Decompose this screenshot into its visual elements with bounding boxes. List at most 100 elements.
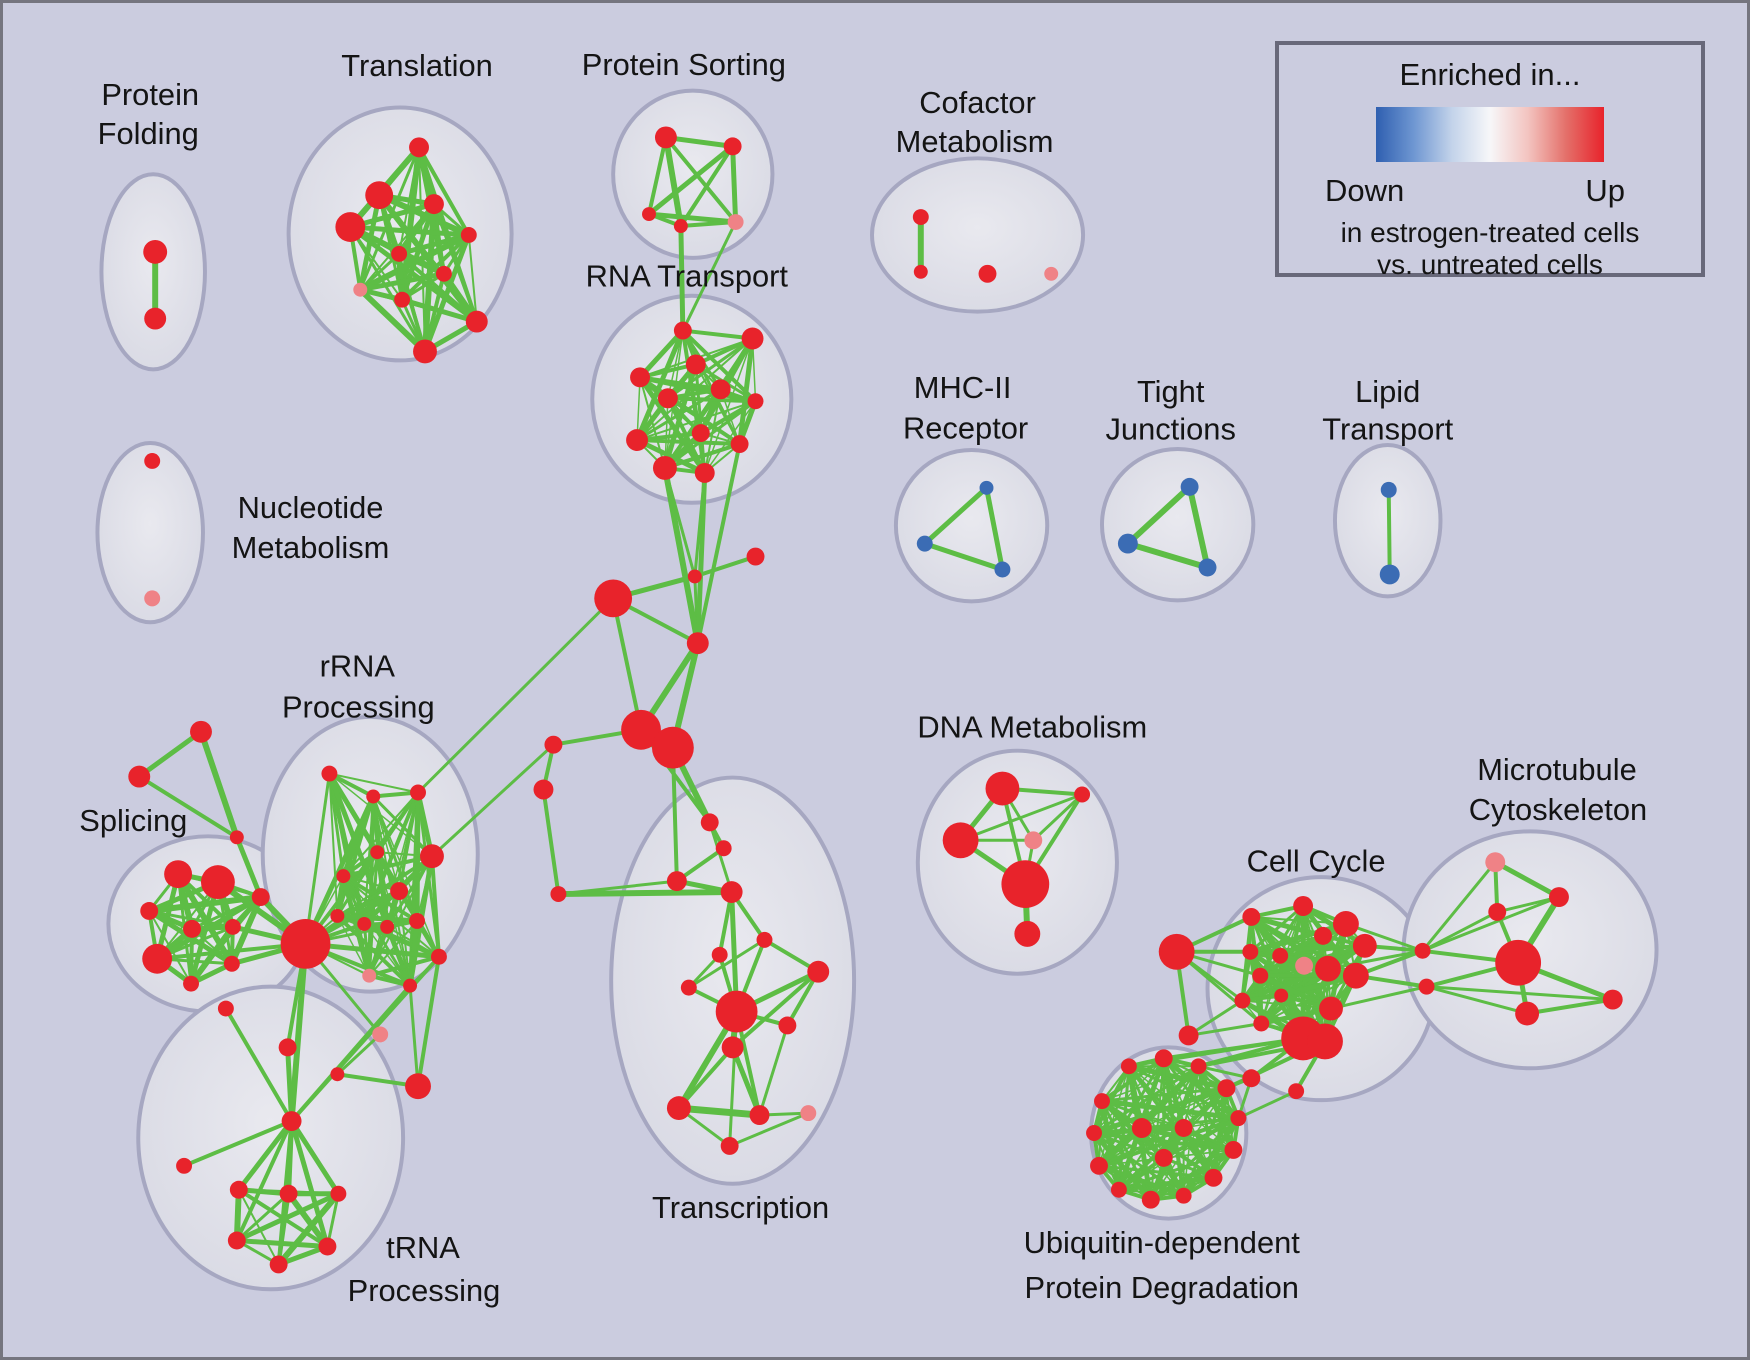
node-K16[interactable]: [1319, 996, 1343, 1021]
node-V4[interactable]: [1495, 939, 1542, 986]
node-S1[interactable]: [654, 126, 677, 149]
node-Q7[interactable]: [390, 882, 409, 901]
node-P1[interactable]: [164, 860, 193, 889]
node-TR4[interactable]: [720, 881, 743, 904]
node-D2[interactable]: [1074, 786, 1091, 803]
node-TR15[interactable]: [720, 1136, 739, 1155]
node-W14[interactable]: [1131, 1118, 1152, 1138]
node-P9[interactable]: [223, 955, 240, 972]
node-T3[interactable]: [423, 194, 444, 215]
node-P6[interactable]: [251, 888, 270, 906]
node-W11[interactable]: [1090, 1156, 1108, 1175]
node-M3[interactable]: [994, 561, 1011, 578]
node-K18[interactable]: [1307, 1023, 1343, 1060]
node-Q10[interactable]: [380, 919, 395, 934]
node-K1[interactable]: [1158, 933, 1195, 970]
node-B2[interactable]: [1418, 978, 1435, 995]
node-Q4[interactable]: [370, 845, 385, 860]
node-D3[interactable]: [942, 822, 979, 859]
node-R1[interactable]: [741, 327, 764, 350]
node-C1[interactable]: [912, 209, 929, 226]
node-V6[interactable]: [1515, 1001, 1540, 1026]
node-D1[interactable]: [985, 771, 1020, 806]
node-K3[interactable]: [1242, 907, 1261, 926]
node-H1[interactable]: [280, 918, 331, 969]
node-T2[interactable]: [365, 181, 394, 210]
node-TR13[interactable]: [749, 1105, 770, 1126]
node-K11[interactable]: [1315, 955, 1341, 982]
node-TR9[interactable]: [715, 990, 758, 1033]
node-C2[interactable]: [913, 264, 928, 279]
node-J2[interactable]: [1117, 533, 1138, 554]
node-TR2[interactable]: [715, 840, 732, 857]
node-W9[interactable]: [1141, 1190, 1160, 1209]
node-T5[interactable]: [460, 227, 477, 243]
node-R8[interactable]: [626, 429, 649, 452]
node-U8[interactable]: [278, 1038, 297, 1057]
node-U1[interactable]: [176, 1157, 193, 1174]
node-K10[interactable]: [1295, 956, 1314, 975]
node-R6[interactable]: [747, 393, 764, 410]
node-Q12[interactable]: [430, 948, 447, 965]
node-T8[interactable]: [353, 282, 368, 297]
node-T4[interactable]: [335, 212, 366, 242]
node-Q6[interactable]: [420, 844, 444, 869]
node-Q2[interactable]: [366, 789, 381, 804]
node-R4[interactable]: [710, 379, 731, 400]
node-TR10[interactable]: [778, 1016, 797, 1035]
node-K15[interactable]: [1274, 988, 1289, 1003]
node-G3[interactable]: [229, 830, 244, 845]
node-Q5[interactable]: [336, 869, 351, 884]
node-X3[interactable]: [594, 579, 633, 618]
node-K5[interactable]: [1332, 910, 1359, 937]
node-W15[interactable]: [1174, 1119, 1193, 1137]
node-W16[interactable]: [1154, 1148, 1173, 1167]
node-Q11[interactable]: [409, 912, 425, 929]
node-R11[interactable]: [694, 462, 715, 483]
node-R9[interactable]: [730, 435, 749, 454]
node-V3[interactable]: [1488, 903, 1507, 921]
node-W6[interactable]: [1224, 1140, 1243, 1159]
node-P7[interactable]: [142, 943, 173, 974]
node-X6[interactable]: [651, 726, 694, 769]
node-R5[interactable]: [657, 388, 678, 409]
node-P8[interactable]: [183, 975, 199, 992]
node-J1[interactable]: [1180, 477, 1199, 496]
node-N2[interactable]: [144, 590, 161, 607]
node-F1[interactable]: [143, 239, 168, 264]
node-T9[interactable]: [394, 291, 411, 308]
node-K2[interactable]: [1178, 1025, 1199, 1046]
node-P3[interactable]: [140, 902, 159, 920]
node-G1[interactable]: [190, 720, 212, 743]
node-Q13[interactable]: [362, 968, 377, 983]
node-Q14[interactable]: [403, 978, 418, 993]
node-W12[interactable]: [1086, 1125, 1102, 1141]
node-P2[interactable]: [200, 865, 235, 900]
node-K7[interactable]: [1352, 933, 1377, 958]
node-L1[interactable]: [1380, 481, 1397, 498]
node-C4[interactable]: [1044, 266, 1059, 281]
node-X2[interactable]: [746, 547, 765, 566]
node-P4[interactable]: [183, 919, 201, 938]
node-TR11[interactable]: [721, 1036, 744, 1059]
node-W1[interactable]: [1120, 1058, 1137, 1075]
node-R7[interactable]: [691, 424, 710, 443]
node-K8[interactable]: [1242, 943, 1259, 960]
node-D5[interactable]: [1001, 860, 1050, 908]
node-V1[interactable]: [1485, 852, 1506, 873]
node-S2[interactable]: [723, 137, 742, 156]
node-TR3[interactable]: [666, 871, 687, 892]
node-W5[interactable]: [1230, 1110, 1247, 1127]
node-U3[interactable]: [279, 1184, 298, 1203]
node-W7[interactable]: [1204, 1168, 1223, 1187]
node-K12[interactable]: [1342, 962, 1369, 989]
node-X4[interactable]: [686, 632, 709, 655]
node-V2[interactable]: [1549, 887, 1569, 907]
node-D4[interactable]: [1024, 831, 1043, 850]
node-M1[interactable]: [979, 480, 994, 495]
node-K6[interactable]: [1314, 926, 1332, 945]
node-X5[interactable]: [621, 709, 661, 750]
node-U2[interactable]: [229, 1180, 248, 1199]
node-K13[interactable]: [1252, 967, 1269, 984]
node-W2[interactable]: [1154, 1049, 1173, 1068]
